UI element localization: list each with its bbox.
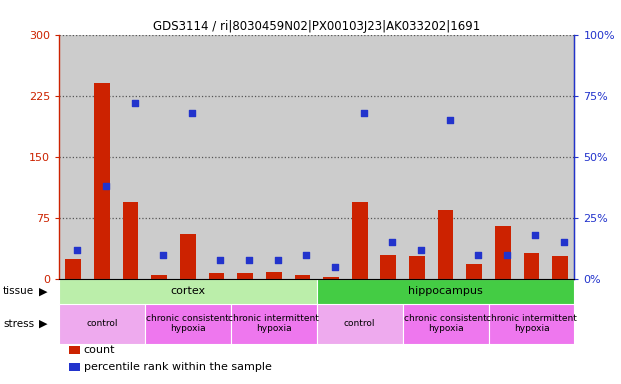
Bar <box>266 272 282 279</box>
Text: chronic intermittent
hypoxia: chronic intermittent hypoxia <box>486 314 577 333</box>
Point <box>416 247 426 253</box>
Bar <box>489 35 517 279</box>
Bar <box>381 255 396 279</box>
Bar <box>180 234 196 279</box>
Point <box>301 252 311 258</box>
Point <box>187 110 197 116</box>
Bar <box>94 83 110 279</box>
Bar <box>152 275 167 279</box>
Bar <box>145 35 173 279</box>
Text: stress: stress <box>3 319 34 329</box>
Bar <box>402 304 489 344</box>
Bar <box>173 35 202 279</box>
Bar <box>402 35 431 279</box>
Bar <box>231 35 260 279</box>
Point <box>388 239 397 245</box>
Bar <box>70 346 80 354</box>
Bar <box>59 279 317 304</box>
Bar <box>546 35 574 279</box>
Text: hippocampus: hippocampus <box>408 286 483 296</box>
Text: tissue: tissue <box>3 286 34 296</box>
Bar <box>294 275 310 279</box>
Bar <box>260 35 288 279</box>
Bar <box>345 35 374 279</box>
Bar <box>431 35 460 279</box>
Text: count: count <box>84 345 116 355</box>
Text: control: control <box>86 319 118 328</box>
Text: control: control <box>344 319 376 328</box>
Point <box>445 117 455 123</box>
Bar <box>323 278 339 279</box>
Bar <box>59 304 145 344</box>
Point <box>158 252 168 258</box>
Bar <box>209 273 224 279</box>
Text: cortex: cortex <box>170 286 206 296</box>
Title: GDS3114 / ri|8030459N02|PX00103J23|AK033202|1691: GDS3114 / ri|8030459N02|PX00103J23|AK033… <box>153 20 480 33</box>
Bar <box>145 304 231 344</box>
Bar <box>202 35 231 279</box>
Bar <box>59 35 88 279</box>
Bar <box>123 202 138 279</box>
Bar <box>495 226 510 279</box>
Bar <box>409 256 425 279</box>
Bar <box>65 259 81 279</box>
Bar <box>524 253 540 279</box>
Point <box>473 252 483 258</box>
Text: chronic intermittent
hypoxia: chronic intermittent hypoxia <box>229 314 319 333</box>
Bar <box>88 35 116 279</box>
Point <box>244 257 254 263</box>
Bar <box>116 35 145 279</box>
Text: percentile rank within the sample: percentile rank within the sample <box>84 362 271 372</box>
Bar <box>466 265 482 279</box>
Text: chronic consistent
hypoxia: chronic consistent hypoxia <box>147 314 229 333</box>
Bar <box>460 35 489 279</box>
Bar <box>231 304 317 344</box>
Bar <box>317 279 574 304</box>
Bar <box>489 304 574 344</box>
Bar <box>351 202 368 279</box>
Bar <box>288 35 317 279</box>
Bar <box>317 304 402 344</box>
Point <box>130 100 140 106</box>
Bar <box>552 256 568 279</box>
Bar <box>237 273 253 279</box>
Text: ▶: ▶ <box>39 319 48 329</box>
Bar <box>517 35 546 279</box>
Point <box>273 257 283 263</box>
Point <box>359 110 369 116</box>
Point <box>502 252 512 258</box>
Point <box>101 183 111 189</box>
Bar <box>70 363 80 371</box>
Bar <box>374 35 402 279</box>
Point <box>215 257 225 263</box>
Bar <box>317 35 345 279</box>
Point <box>330 264 340 270</box>
Text: chronic consistent
hypoxia: chronic consistent hypoxia <box>404 314 487 333</box>
Point <box>559 239 569 245</box>
Bar <box>438 210 453 279</box>
Point <box>72 247 82 253</box>
Point <box>530 232 540 238</box>
Text: ▶: ▶ <box>39 286 48 296</box>
